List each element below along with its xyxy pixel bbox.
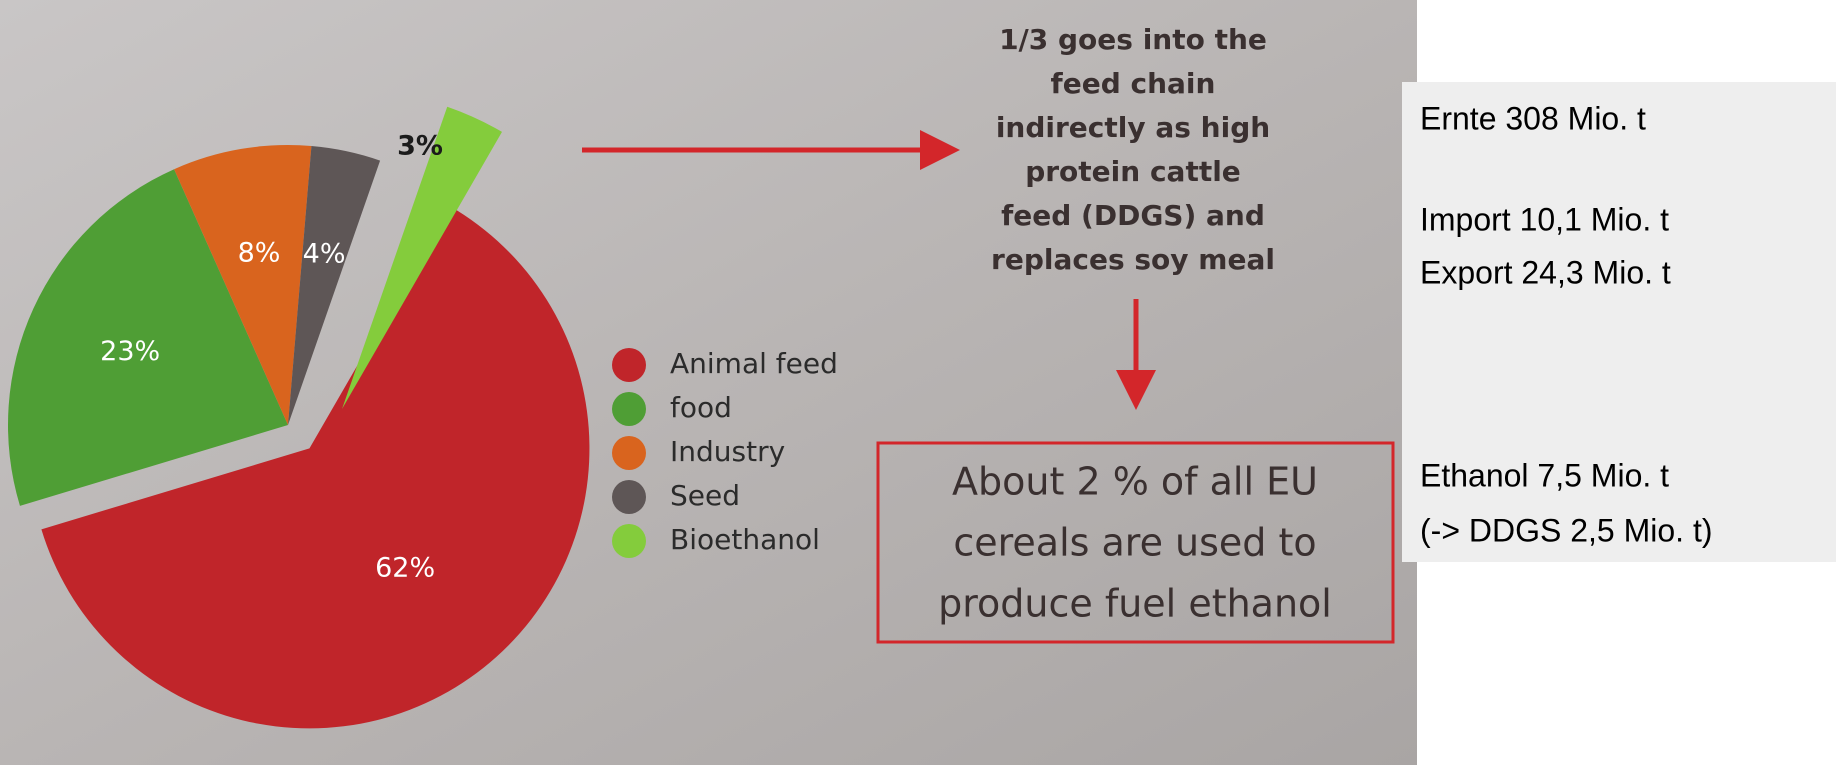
annotations: 1/3 goes into the feed chain indirectly as… [938, 23, 1712, 626]
feed-chain-note: feed (DDGS) and [1001, 199, 1265, 232]
legend-swatch [612, 480, 646, 514]
feed-chain-note: indirectly as high [996, 111, 1270, 144]
data-label: 62% [375, 553, 435, 584]
data-label: 3% [397, 131, 443, 162]
side-note: (-> DDGS 2,5 Mio. t) [1420, 512, 1713, 548]
pie-slice [174, 144, 312, 425]
side-panel [1402, 82, 1836, 562]
legend-swatch [612, 348, 646, 382]
note-box [876, 441, 1395, 644]
pie: 62% 23% 8% 4% 3% [7, 106, 590, 729]
legend-swatch [612, 524, 646, 558]
pie-slice [288, 145, 381, 425]
legend-swatch [612, 436, 646, 470]
legend-label: Bioethanol [670, 523, 820, 556]
legend-label: food [670, 391, 732, 424]
box-note: cereals are used to [953, 521, 1316, 565]
pie-slice [7, 169, 288, 506]
side-note: Export 24,3 Mio. t [1420, 254, 1671, 290]
side-note: Ethanol 7,5 Mio. t [1420, 457, 1669, 493]
data-label: 23% [100, 336, 160, 367]
pie-slice [41, 205, 590, 729]
data-label: 4% [303, 239, 346, 270]
legend: Animal feed food Industry Seed Bioethanol [612, 347, 838, 558]
pie-slice [342, 106, 502, 409]
side-note: Import 10,1 Mio. t [1420, 201, 1669, 237]
legend-label: Industry [670, 435, 785, 468]
box-note: About 2 % of all EU [952, 460, 1318, 504]
legend-label: Seed [670, 479, 740, 512]
box-note: produce fuel ethanol [938, 582, 1332, 626]
legend-label: Animal feed [670, 347, 838, 380]
feed-chain-note: 1/3 goes into the [999, 23, 1267, 56]
feed-chain-note: feed chain [1051, 67, 1216, 100]
legend-swatch [612, 392, 646, 426]
feed-chain-note: replaces soy meal [991, 243, 1275, 276]
side-note: Ernte 308 Mio. t [1420, 100, 1646, 136]
feed-chain-note: protein cattle [1025, 155, 1241, 188]
data-label: 8% [238, 237, 281, 268]
